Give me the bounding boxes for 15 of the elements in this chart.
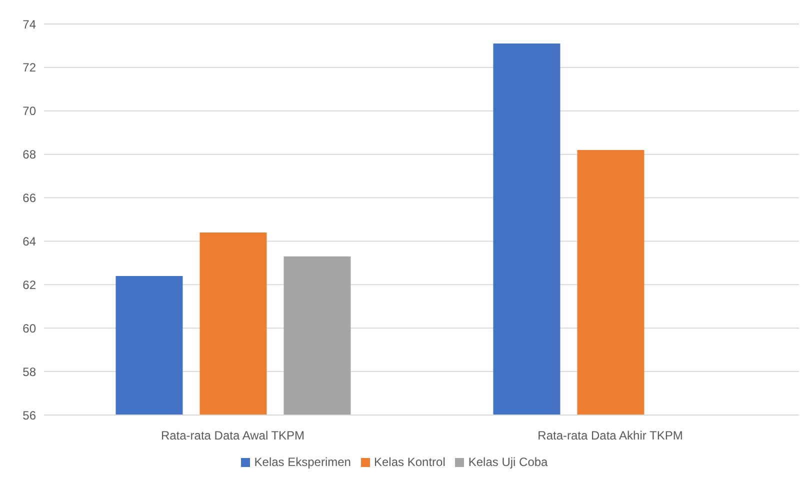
legend-label: Kelas Eksperimen — [254, 455, 351, 469]
y-tick-label: 64 — [22, 234, 36, 248]
y-tick-label: 62 — [22, 278, 36, 292]
y-tick-label: 66 — [22, 191, 36, 206]
x-tick-label: Rata-rata Data Akhir TKPM — [538, 428, 683, 443]
legend-label: Kelas Uji Coba — [468, 455, 548, 469]
y-tick-label: 60 — [22, 321, 36, 336]
y-tick-label: 74 — [22, 17, 36, 32]
x-tick-label: Rata-rata Data Awal TKPM — [160, 428, 305, 443]
y-tick-label: 56 — [22, 408, 36, 422]
y-tick-label: 68 — [22, 148, 36, 162]
y-tick-label: 72 — [22, 60, 36, 75]
y-tick-label: 58 — [22, 364, 36, 379]
legend-label: Kelas Kontrol — [374, 455, 446, 469]
y-tick-label: 70 — [22, 104, 36, 118]
